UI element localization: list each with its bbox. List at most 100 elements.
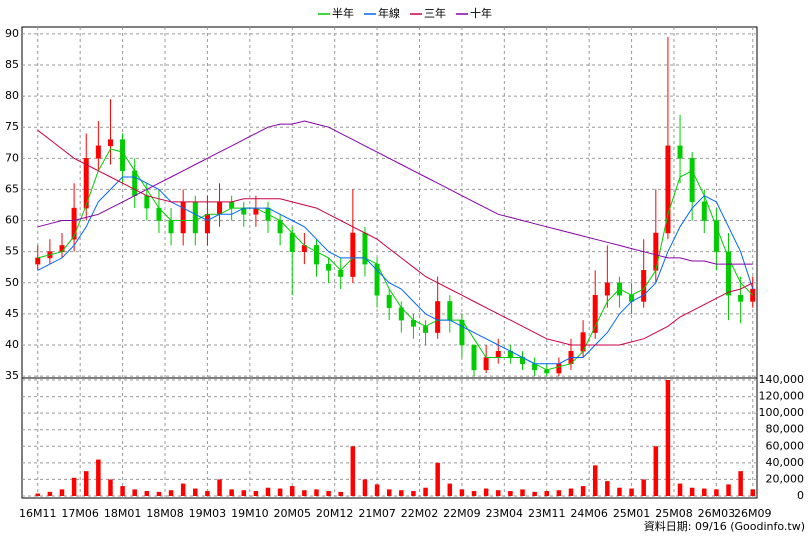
volume-bar <box>677 483 683 497</box>
candle-body <box>313 245 319 265</box>
candle-body <box>483 357 489 371</box>
legend-label: 年線 <box>378 6 400 20</box>
volume-bar <box>289 486 295 497</box>
x-tick-label: 24M06 <box>570 507 608 520</box>
candle-body <box>592 294 598 333</box>
volume-bar <box>726 484 731 497</box>
footer: 資料日期: 09/16 (Goodinfo.tw) <box>644 519 805 533</box>
volume-bar <box>496 490 501 497</box>
volume-bar <box>714 489 719 497</box>
candle-body <box>180 201 186 234</box>
x-tick-label: 20M05 <box>273 507 311 520</box>
y2-tick-label: 0 <box>797 489 804 502</box>
volume-bar <box>314 489 319 497</box>
y-tick-label: 60 <box>5 214 19 227</box>
legend-label: 三年 <box>424 6 446 20</box>
volume-bar <box>556 490 562 497</box>
volume-bar <box>423 487 428 497</box>
x-tick-label: 25M01 <box>613 507 651 520</box>
x-tick-label: 23M11 <box>528 507 566 520</box>
volume-bar <box>738 471 743 497</box>
x-tick-label: 26M09 <box>734 507 772 520</box>
y2-tick-label: 40,000 <box>766 456 805 469</box>
volume-bar <box>374 484 380 497</box>
volume-bar <box>471 491 477 497</box>
volume-bar <box>217 479 222 497</box>
volume-bar <box>302 490 307 497</box>
volume-bar <box>241 490 247 497</box>
volume-bar <box>483 488 489 497</box>
x-tick-label: 21M07 <box>358 507 396 520</box>
volume-bar <box>702 488 707 497</box>
volume-bar <box>350 446 356 497</box>
ma-line <box>37 129 754 346</box>
x-tick-label: 18M08 <box>146 507 184 520</box>
candle-body <box>95 145 101 159</box>
candle-body <box>132 170 138 196</box>
volume-bar <box>508 491 513 497</box>
candle-body <box>701 201 707 221</box>
x-tick-label: 26M03 <box>698 507 736 520</box>
y-tick-label: 55 <box>5 245 19 258</box>
x-tick-label: 23M04 <box>486 507 524 520</box>
candle-body <box>386 294 392 308</box>
x-tick-label: 17M06 <box>61 507 99 520</box>
y2-tick-label: 80,000 <box>766 423 805 436</box>
ma-line <box>37 120 753 265</box>
x-tick-label: 20M12 <box>316 507 354 520</box>
volume-bar <box>447 483 453 497</box>
y2-tick-label: 140,000 <box>759 373 805 386</box>
volume-bar <box>532 491 537 497</box>
y-tick-label: 90 <box>5 27 19 40</box>
volume-bar <box>253 491 259 497</box>
volume-bar <box>605 481 610 497</box>
volume-bar <box>653 446 659 497</box>
volume-bar <box>132 489 137 497</box>
volume-bar <box>750 489 756 497</box>
x-tick-label: 25M08 <box>655 507 693 520</box>
volume-bar <box>338 491 343 497</box>
candle-body <box>423 326 429 333</box>
candle-body <box>689 158 695 203</box>
volume-bar <box>265 487 271 497</box>
volume-bar <box>47 491 53 497</box>
candle-body <box>556 363 562 374</box>
candle-body <box>604 282 610 296</box>
volume-panel <box>21 377 758 499</box>
x-tick-label: 22M02 <box>401 507 439 520</box>
volume-bar <box>544 491 549 497</box>
volume-bar <box>156 491 162 497</box>
volume-bar <box>665 379 671 497</box>
candle-body <box>338 270 344 277</box>
legend-label: 半年 <box>332 6 354 20</box>
candle-body <box>107 139 113 147</box>
candle-body <box>144 195 150 209</box>
volume-bar <box>629 488 634 497</box>
volume-bar <box>520 489 525 497</box>
volume-bar <box>689 487 695 497</box>
candle-body <box>350 232 356 277</box>
volume-bar <box>568 488 574 497</box>
candle-body <box>738 294 744 302</box>
candle-body <box>204 214 210 234</box>
volume-bar <box>580 486 586 497</box>
volume-bar <box>411 491 416 497</box>
volume-bar <box>193 488 198 497</box>
volume-bar <box>277 488 283 497</box>
x-tick-label: 16M11 <box>19 507 57 520</box>
volume-bar <box>108 479 113 497</box>
volume-bar <box>83 471 89 497</box>
volume-bar <box>205 491 210 497</box>
candle-body <box>677 145 683 159</box>
candle-body <box>59 245 65 252</box>
volume-bar <box>71 477 77 497</box>
volume-bar <box>168 490 174 497</box>
y-tick-label: 85 <box>5 58 19 71</box>
candle-body <box>168 220 174 234</box>
volume-bar <box>180 483 186 497</box>
y-tick-label: 35 <box>5 369 19 382</box>
candle-body <box>217 201 223 215</box>
y-tick-label: 40 <box>5 338 19 351</box>
volume-bar <box>641 479 646 497</box>
volume-bar <box>386 489 392 497</box>
